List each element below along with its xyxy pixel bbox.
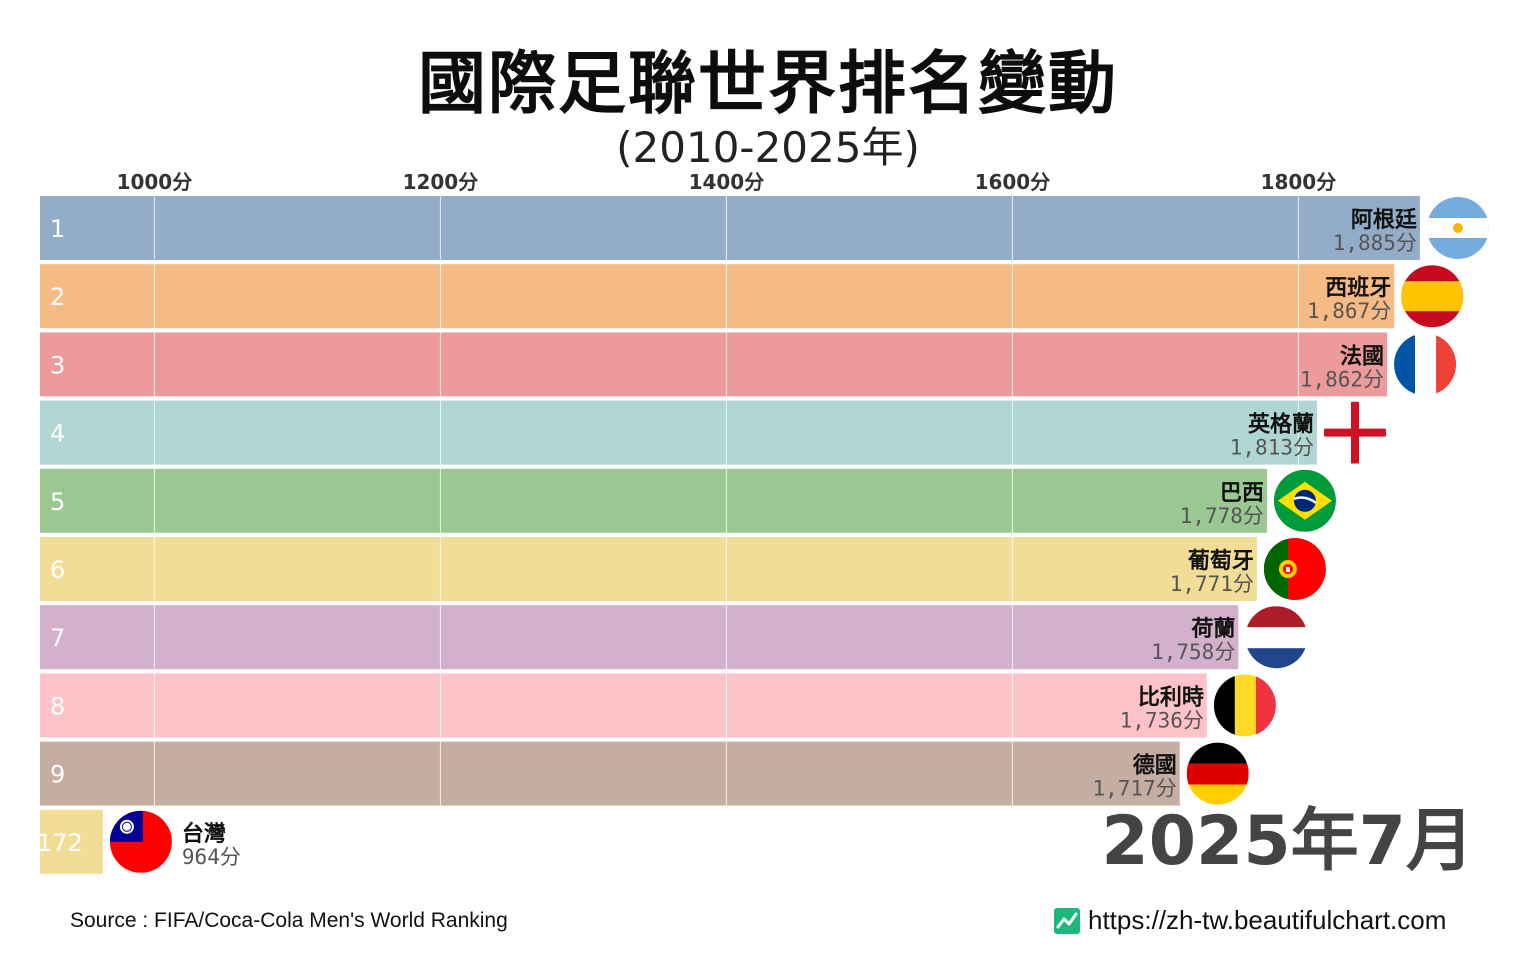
x-tick-label: 1600分 bbox=[975, 170, 1051, 194]
country-name: 葡萄牙 bbox=[1187, 549, 1254, 574]
rank-label: 3 bbox=[50, 351, 65, 379]
country-name: 英格蘭 bbox=[1248, 412, 1314, 438]
value-label: 1,813分 bbox=[1230, 436, 1314, 460]
bar-6 bbox=[40, 537, 1257, 601]
rank-label: 7 bbox=[50, 624, 65, 652]
rank-label: 6 bbox=[50, 556, 65, 584]
x-tick-label: 1800分 bbox=[1261, 170, 1337, 194]
country-name: 西班牙 bbox=[1325, 276, 1391, 301]
chart-subtitle: (2010-2025年) bbox=[616, 123, 920, 172]
taiwan-flag-icon bbox=[109, 810, 172, 873]
value-label: 1,717分 bbox=[1092, 777, 1176, 801]
germany-flag-icon bbox=[1186, 742, 1249, 805]
x-tick-label: 1000分 bbox=[117, 170, 193, 194]
portugal-flag-icon bbox=[1263, 538, 1326, 600]
bar-8 bbox=[40, 673, 1207, 738]
bar-1 bbox=[40, 196, 1420, 260]
country-name: 台灣 bbox=[182, 821, 226, 847]
rank-label: 9 bbox=[50, 761, 65, 789]
country-name: 巴西 bbox=[1220, 481, 1264, 506]
country-name: 阿根廷 bbox=[1351, 208, 1418, 233]
bar-4 bbox=[40, 400, 1317, 465]
rank-label: 4 bbox=[50, 420, 65, 448]
value-label: 1,758分 bbox=[1151, 640, 1235, 664]
value-label: 1,867分 bbox=[1307, 299, 1391, 323]
bar-7 bbox=[40, 605, 1239, 670]
period-label: 2025年7月 bbox=[1101, 802, 1474, 881]
brazil-flag-icon bbox=[1273, 469, 1336, 532]
value-label: 1,862分 bbox=[1300, 367, 1384, 391]
value-label: 1,736分 bbox=[1120, 708, 1204, 732]
spain-flag-icon bbox=[1401, 265, 1464, 328]
rank-label: 5 bbox=[50, 488, 65, 516]
country-name: 比利時 bbox=[1138, 685, 1204, 710]
netherlands-flag-icon bbox=[1245, 606, 1308, 669]
value-label: 1,885分 bbox=[1333, 231, 1417, 255]
england-flag-icon bbox=[1323, 401, 1386, 464]
source-note: Source : FIFA/Coca-Cola Men's World Rank… bbox=[70, 909, 508, 932]
chart-title: 國際足聯世界排名變動 bbox=[417, 45, 1118, 124]
bar-2 bbox=[40, 264, 1395, 329]
rank-label: 2 bbox=[50, 283, 65, 311]
x-tick-label: 1200分 bbox=[403, 170, 479, 194]
chart-logo-icon bbox=[1054, 907, 1080, 934]
rank-label: 8 bbox=[50, 692, 65, 720]
rank-label: 1 bbox=[50, 215, 65, 243]
x-tick-label: 1400分 bbox=[689, 170, 765, 194]
bar-5 bbox=[40, 468, 1267, 533]
france-flag-icon bbox=[1394, 333, 1457, 396]
country-name: 德國 bbox=[1133, 753, 1177, 779]
country-name: 荷蘭 bbox=[1191, 617, 1235, 642]
argentina-flag-icon bbox=[1426, 197, 1489, 259]
belgium-flag-icon bbox=[1213, 674, 1276, 737]
country-name: 法國 bbox=[1340, 344, 1384, 369]
bar-172 bbox=[40, 809, 103, 874]
rank-label: 172 bbox=[37, 829, 83, 857]
bar-3 bbox=[40, 332, 1388, 397]
site-link[interactable]: https://zh-tw.beautifulchart.com bbox=[1054, 905, 1446, 936]
site-url: https://zh-tw.beautifulchart.com bbox=[1088, 905, 1447, 935]
value-label: 1,778分 bbox=[1180, 504, 1264, 528]
value-label: 1,771分 bbox=[1170, 572, 1254, 596]
bar-9 bbox=[40, 741, 1180, 806]
value-label: 964分 bbox=[182, 845, 241, 869]
